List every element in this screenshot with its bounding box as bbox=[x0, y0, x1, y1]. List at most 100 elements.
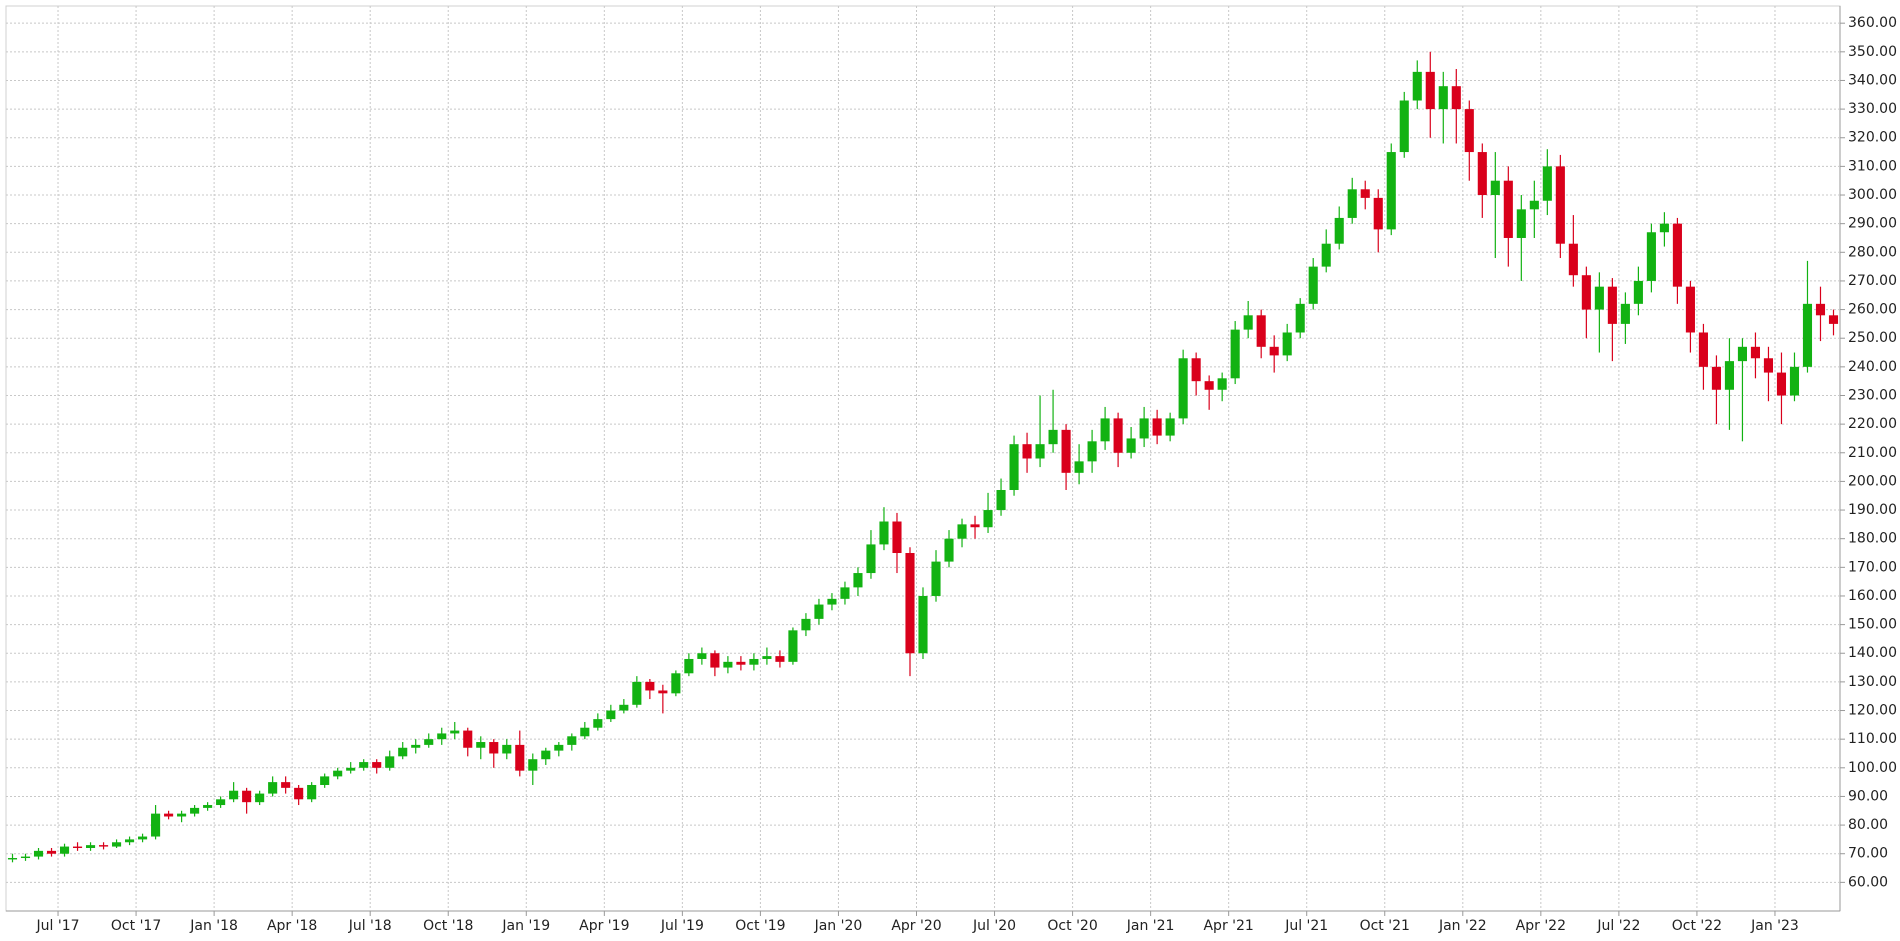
candle-body bbox=[463, 730, 473, 748]
candle-body bbox=[476, 742, 486, 748]
candle-body bbox=[1568, 243, 1578, 276]
y-tick-label: 80.00 bbox=[1848, 817, 1888, 833]
y-tick-label: 210.00 bbox=[1848, 445, 1897, 461]
x-tick-label: Jan '19 bbox=[501, 918, 550, 934]
x-tick-label: Jul '21 bbox=[1284, 918, 1328, 934]
y-tick-label: 140.00 bbox=[1848, 645, 1897, 661]
y-tick-label: 60.00 bbox=[1848, 874, 1888, 890]
candle-body bbox=[697, 653, 707, 659]
candle-body bbox=[7, 858, 18, 860]
candle-body bbox=[1308, 266, 1318, 304]
candle-body bbox=[1789, 366, 1800, 396]
candle-body bbox=[1815, 303, 1826, 316]
candle-body bbox=[1347, 189, 1357, 218]
candle-body bbox=[1139, 418, 1149, 439]
candle-body bbox=[112, 842, 122, 847]
candle-body bbox=[151, 813, 161, 837]
candle-body bbox=[372, 762, 382, 768]
candle-body bbox=[710, 653, 720, 668]
candle-body bbox=[658, 690, 668, 694]
candle-body bbox=[46, 850, 57, 854]
candle-body bbox=[1724, 361, 1734, 390]
candle-body bbox=[1412, 71, 1422, 101]
y-tick-label: 70.00 bbox=[1848, 846, 1888, 862]
x-tick-label: Jan '22 bbox=[1438, 918, 1487, 934]
candle-body bbox=[138, 836, 148, 840]
candle-body bbox=[1334, 217, 1344, 244]
x-tick-label: Apr '22 bbox=[1516, 918, 1566, 934]
plot-area bbox=[5, 5, 1841, 912]
candle-body bbox=[1451, 86, 1461, 110]
y-tick-label: 150.00 bbox=[1848, 617, 1897, 633]
y-tick-label: 240.00 bbox=[1848, 359, 1897, 375]
candle-body bbox=[1269, 346, 1279, 356]
candle-body bbox=[72, 846, 83, 848]
candle-body bbox=[1698, 332, 1708, 367]
candle-body bbox=[515, 744, 525, 771]
candle-body bbox=[85, 845, 96, 848]
candle-body bbox=[879, 521, 889, 545]
x-tick-label: Oct '19 bbox=[735, 918, 785, 934]
candle-body bbox=[840, 587, 850, 599]
candle-body bbox=[931, 561, 941, 596]
candle-body bbox=[1373, 197, 1383, 230]
y-tick-label: 350.00 bbox=[1848, 44, 1897, 60]
y-tick-label: 300.00 bbox=[1848, 187, 1897, 203]
candle-body bbox=[1464, 109, 1474, 153]
x-tick-label: Oct '17 bbox=[111, 918, 161, 934]
candle-body bbox=[229, 790, 239, 800]
x-tick-label: Jan '21 bbox=[1126, 918, 1175, 934]
y-tick-label: 320.00 bbox=[1848, 130, 1897, 146]
candle-body bbox=[1802, 303, 1813, 367]
x-tick-label: Jul '22 bbox=[1596, 918, 1640, 934]
candle-body bbox=[1152, 418, 1162, 436]
y-tick-label: 180.00 bbox=[1848, 531, 1897, 547]
candle-body bbox=[502, 744, 512, 754]
candle-body bbox=[619, 704, 629, 711]
candle-body bbox=[437, 733, 447, 740]
candle-body bbox=[684, 658, 694, 674]
candle-body bbox=[1737, 346, 1747, 362]
candle-body bbox=[1425, 71, 1435, 110]
x-tick-label: Jan '20 bbox=[814, 918, 863, 934]
x-tick-label: Apr '19 bbox=[579, 918, 629, 934]
candle-body bbox=[1438, 86, 1448, 110]
y-tick-label: 260.00 bbox=[1848, 302, 1897, 318]
x-tick-label: Apr '18 bbox=[267, 918, 317, 934]
candle-body bbox=[1321, 243, 1331, 267]
candle-body bbox=[866, 544, 876, 574]
candle-body bbox=[905, 553, 915, 654]
candle-body bbox=[1191, 358, 1201, 382]
y-tick-label: 110.00 bbox=[1848, 731, 1897, 747]
candle-body bbox=[1750, 346, 1761, 359]
candle-body bbox=[1178, 358, 1188, 419]
candle-body bbox=[1529, 200, 1539, 210]
candle-body bbox=[307, 784, 317, 800]
candle-body bbox=[541, 750, 551, 760]
candle-body bbox=[970, 524, 980, 528]
candle-body bbox=[918, 595, 928, 654]
candle-body bbox=[1243, 315, 1253, 330]
x-tick-label: Jul '19 bbox=[660, 918, 704, 934]
candle-body bbox=[411, 744, 421, 748]
candle-body bbox=[1256, 315, 1266, 347]
x-tick-label: Oct '20 bbox=[1047, 918, 1097, 934]
candle-body bbox=[671, 673, 681, 694]
candle-body bbox=[255, 793, 265, 803]
candle-body bbox=[788, 630, 798, 662]
candle-body bbox=[1126, 438, 1136, 453]
candle-body bbox=[281, 782, 291, 788]
candle-body bbox=[567, 736, 577, 745]
candle-body bbox=[1113, 418, 1123, 453]
y-tick-label: 280.00 bbox=[1848, 244, 1897, 260]
x-tick-label: Jan '18 bbox=[189, 918, 238, 934]
candle-body bbox=[944, 538, 954, 562]
candle-body bbox=[20, 856, 31, 859]
candle-body bbox=[1217, 378, 1227, 390]
candle-body bbox=[216, 799, 226, 806]
candle-body bbox=[190, 807, 200, 814]
candle-body bbox=[33, 850, 44, 857]
y-tick-label: 340.00 bbox=[1848, 72, 1897, 88]
candle-body bbox=[1282, 332, 1292, 356]
candle-body bbox=[827, 598, 837, 605]
